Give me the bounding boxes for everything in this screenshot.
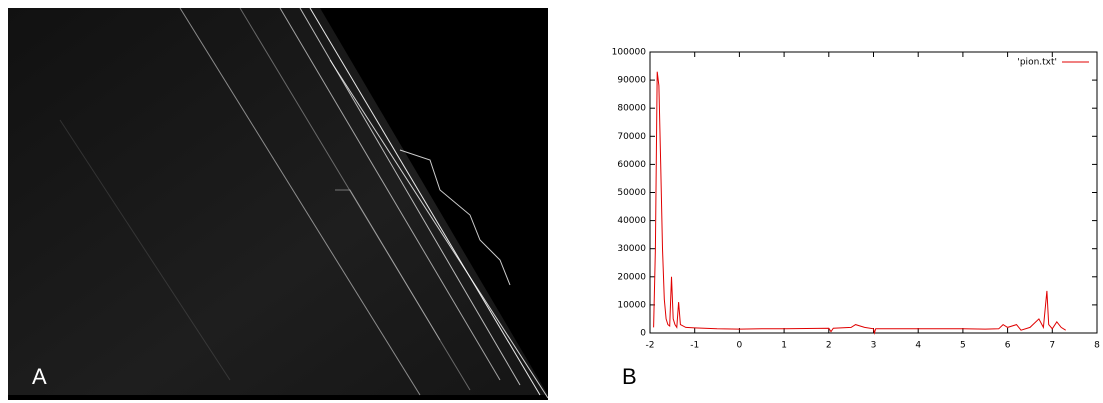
y-tick-label: 90000 bbox=[617, 76, 646, 86]
image-streaks bbox=[59, 7, 549, 399]
y-tick-label: 40000 bbox=[617, 216, 646, 226]
x-tick-label: 5 bbox=[960, 341, 966, 351]
y-tick-label: 70000 bbox=[617, 132, 646, 142]
x-tick-label: 0 bbox=[737, 341, 743, 351]
x-tick-label: 8 bbox=[1094, 341, 1100, 351]
image-region bbox=[8, 8, 548, 395]
data-line bbox=[653, 71, 1066, 335]
panel-label: A bbox=[32, 364, 47, 389]
y-tick-label: 60000 bbox=[617, 160, 646, 170]
x-tick-label: 6 bbox=[1005, 341, 1011, 351]
panel-b: B 01000020000300004000050000600007000080… bbox=[612, 48, 1100, 389]
x-tick-label: 3 bbox=[871, 341, 877, 351]
y-tick-label: 80000 bbox=[617, 104, 646, 114]
y-tick-label: 100000 bbox=[612, 48, 647, 58]
x-tick-label: -2 bbox=[646, 341, 655, 351]
panel-a: A bbox=[8, 7, 549, 400]
y-tick-label: 30000 bbox=[617, 244, 646, 254]
y-tick-label: 50000 bbox=[617, 188, 646, 198]
y-tick-label: 0 bbox=[640, 329, 646, 339]
x-tick-label: 2 bbox=[826, 341, 832, 351]
panel-label: B bbox=[622, 364, 637, 389]
x-tick-label: 1 bbox=[781, 341, 787, 351]
x-tick-label: 4 bbox=[915, 341, 921, 351]
x-tick-label: 7 bbox=[1049, 341, 1055, 351]
x-tick-label: -1 bbox=[690, 341, 699, 351]
legend-label: 'pion.txt' bbox=[1017, 58, 1057, 68]
plot-frame bbox=[649, 51, 1098, 334]
y-tick-label: 10000 bbox=[617, 300, 646, 310]
y-tick-label: 20000 bbox=[617, 272, 646, 282]
